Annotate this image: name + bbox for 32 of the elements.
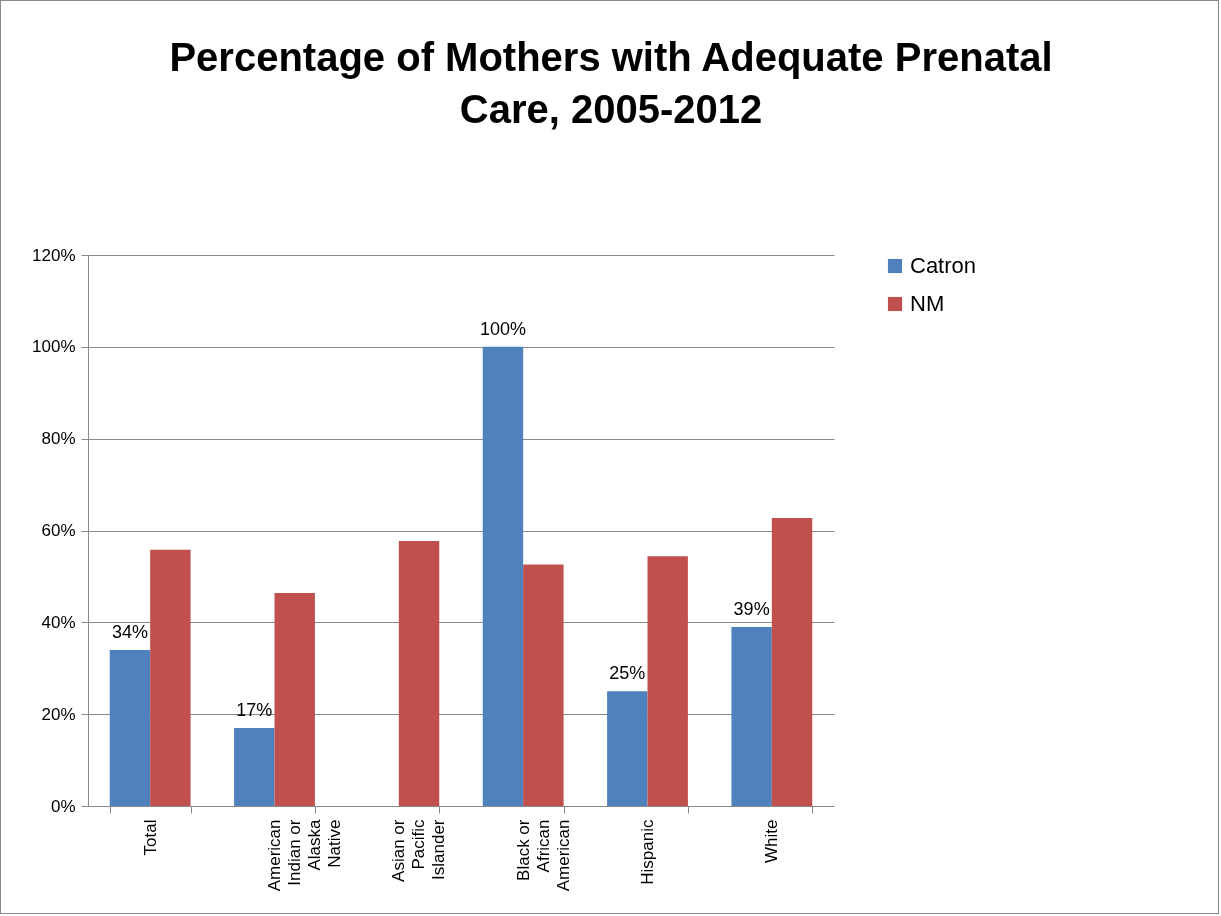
bar xyxy=(731,626,772,806)
x-tick-label: White xyxy=(762,819,782,863)
y-tick-label: 60% xyxy=(41,521,76,540)
bar xyxy=(150,549,191,806)
legend-label: Catron xyxy=(910,253,977,278)
x-tick-label: Black or African American xyxy=(513,819,573,892)
y-tick-label: 80% xyxy=(41,429,76,449)
y-tick-label: 120% xyxy=(32,245,76,265)
data-label: 100% xyxy=(479,318,526,339)
data-label: 39% xyxy=(733,598,770,619)
x-tick-label: Total xyxy=(140,819,160,856)
y-tick-label: 0% xyxy=(50,796,76,816)
legend-label: NM xyxy=(910,291,945,316)
bar xyxy=(482,346,524,806)
bar xyxy=(771,518,813,806)
bar xyxy=(523,564,564,806)
y-tick-label: 100% xyxy=(32,337,76,357)
x-tick-label: Asian or Pacific Islander xyxy=(389,819,449,882)
bar xyxy=(647,556,688,806)
y-tick-label: 20% xyxy=(41,704,76,724)
y-tick-label: 40% xyxy=(41,612,76,632)
x-tick-label: Hispanic xyxy=(638,819,657,885)
bar xyxy=(109,649,151,806)
data-label: 17% xyxy=(236,699,273,720)
data-label: 25% xyxy=(609,663,646,684)
bar xyxy=(607,691,648,806)
data-label: 34% xyxy=(111,621,148,642)
x-tick-label: American Indian or Alaska Native xyxy=(265,818,344,892)
bar xyxy=(234,727,275,806)
chart-title: Percentage of Mothers with Adequate Prenatal Care, 2005-2012 xyxy=(169,35,1053,131)
bar xyxy=(274,592,315,806)
bar xyxy=(398,541,440,806)
